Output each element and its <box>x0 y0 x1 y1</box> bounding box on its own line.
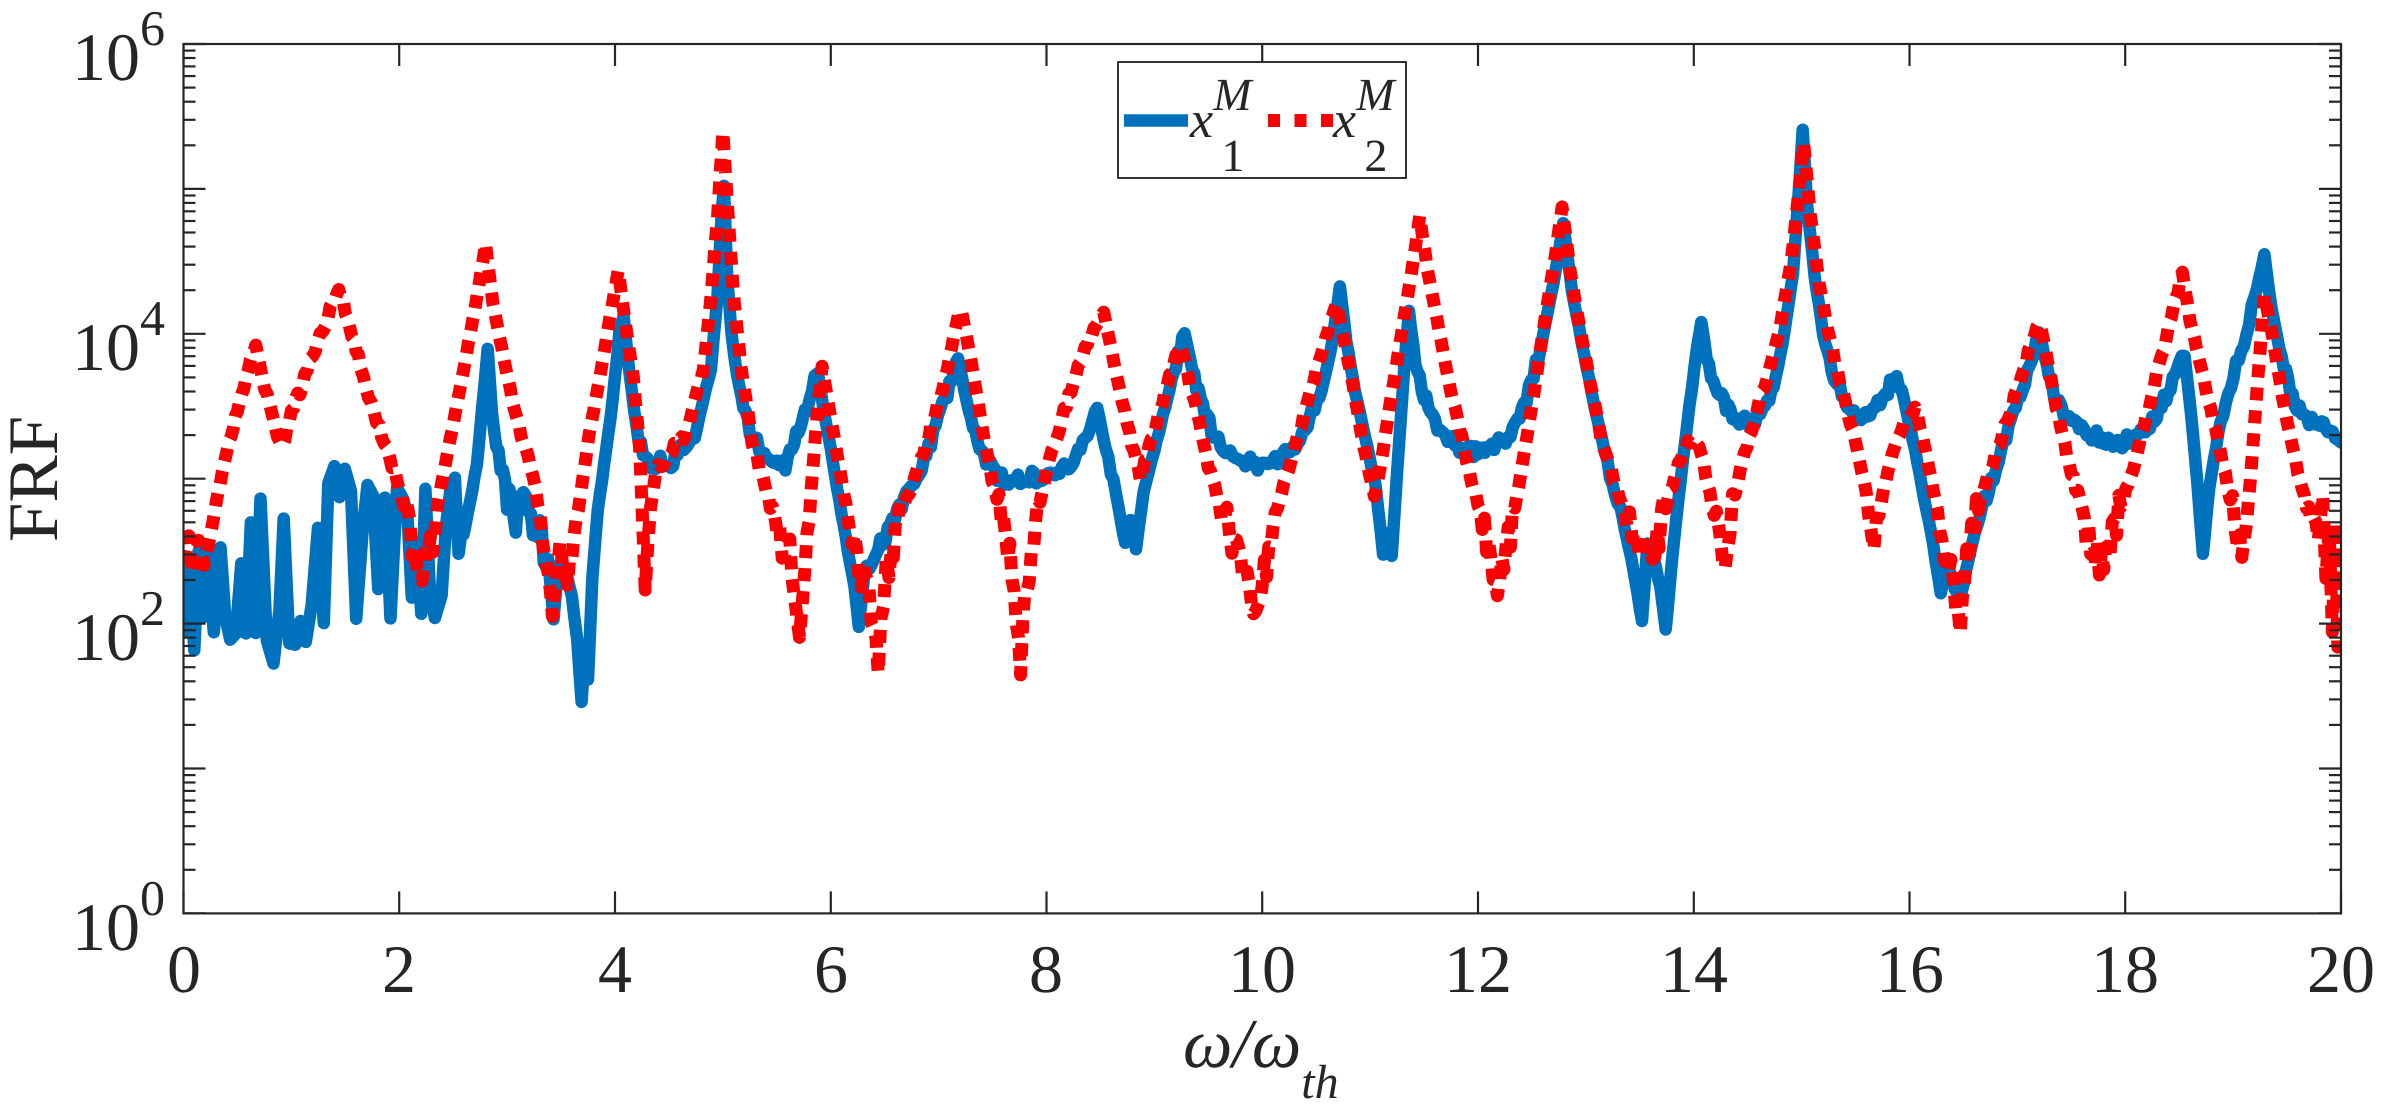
svg-text:18: 18 <box>2091 931 2159 1007</box>
svg-text:8: 8 <box>1029 931 1063 1007</box>
svg-text:14: 14 <box>1660 931 1728 1007</box>
svg-text:2: 2 <box>382 931 416 1007</box>
svg-text:FRF: FRF <box>0 416 73 542</box>
svg-text:10: 10 <box>1228 931 1296 1007</box>
svg-text:6: 6 <box>814 931 848 1007</box>
svg-text:0: 0 <box>167 931 201 1007</box>
svg-text:12: 12 <box>1444 931 1512 1007</box>
svg-text:16: 16 <box>1876 931 1944 1007</box>
svg-text:20: 20 <box>2307 931 2375 1007</box>
svg-text:4: 4 <box>598 931 632 1007</box>
